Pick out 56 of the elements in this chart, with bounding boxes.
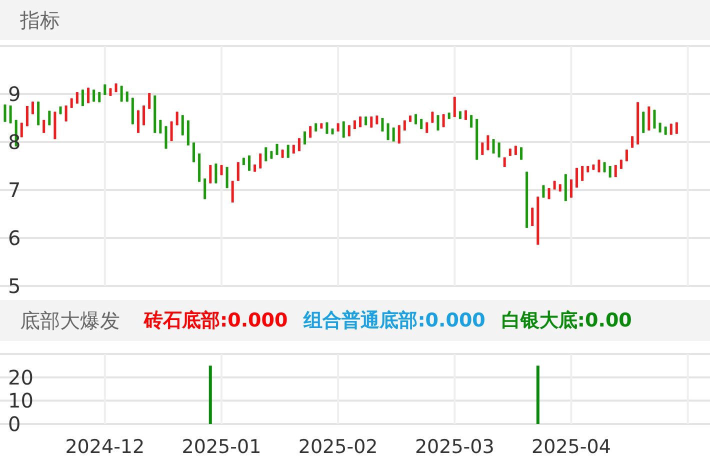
- candlestick: [231, 180, 234, 203]
- candlestick: [481, 142, 484, 156]
- text: 组合普通底部:0.000: [302, 310, 486, 332]
- text: 白银大底:0.00: [501, 310, 632, 332]
- candlestick: [164, 126, 168, 150]
- candlestick: [9, 105, 12, 124]
- candlestick: [214, 163, 218, 184]
- candlestick: [542, 184, 545, 198]
- candlestick: [498, 142, 500, 158]
- candlestick: [159, 119, 162, 134]
- candlestick: [4, 104, 6, 122]
- candlestick: [142, 105, 146, 126]
- chart-title: 底部大爆发: [20, 308, 120, 332]
- candlestick: [32, 101, 34, 115]
- candlestick: [520, 146, 523, 160]
- candlestick: [26, 106, 28, 127]
- chart-title: 指标: [19, 8, 60, 32]
- y-tick-label: 7: [8, 178, 21, 202]
- candlestick: [248, 154, 250, 172]
- candlestick: [42, 119, 46, 134]
- candlestick: [181, 114, 184, 136]
- candlestick: [642, 111, 645, 134]
- x-tick-label: 2025-02: [298, 436, 378, 458]
- candlestick: [648, 106, 650, 131]
- candlestick: [298, 138, 300, 152]
- candlestick: [209, 164, 212, 184]
- candlestick: [492, 138, 495, 154]
- candlestick: [37, 101, 40, 126]
- candlestick: [381, 118, 384, 132]
- candlestick: [148, 92, 151, 110]
- candlestick: [470, 114, 473, 128]
- candlestick: [581, 166, 584, 182]
- x-tick-label: 2025-03: [414, 436, 494, 458]
- candlestick: [64, 105, 68, 122]
- candlestick: [259, 153, 262, 169]
- text: 砖石底部:0.000: [143, 310, 288, 332]
- candlestick: [442, 114, 445, 128]
- y-tick-label: 0: [8, 412, 21, 436]
- x-tick-label: 2025-01: [182, 436, 262, 458]
- candlestick: [236, 162, 240, 182]
- y-tick-label: 5: [8, 274, 21, 298]
- candlestick: [81, 89, 84, 106]
- candlestick: [286, 144, 290, 158]
- y-tick-label: 8: [8, 130, 21, 154]
- candlestick: [436, 114, 440, 131]
- candlestick: [392, 127, 395, 142]
- y-tick-label: 20: [8, 365, 34, 390]
- y-tick-label: 9: [8, 82, 21, 106]
- candlestick: [136, 110, 140, 134]
- candlestick: [398, 124, 400, 144]
- candlestick: [631, 136, 634, 148]
- y-tick-label: 10: [8, 388, 34, 413]
- y-tick-label: 6: [8, 226, 21, 250]
- candlestick: [304, 130, 306, 145]
- x-tick-label: 2024-12: [65, 436, 145, 458]
- x-tick-label: 2025-04: [532, 436, 611, 458]
